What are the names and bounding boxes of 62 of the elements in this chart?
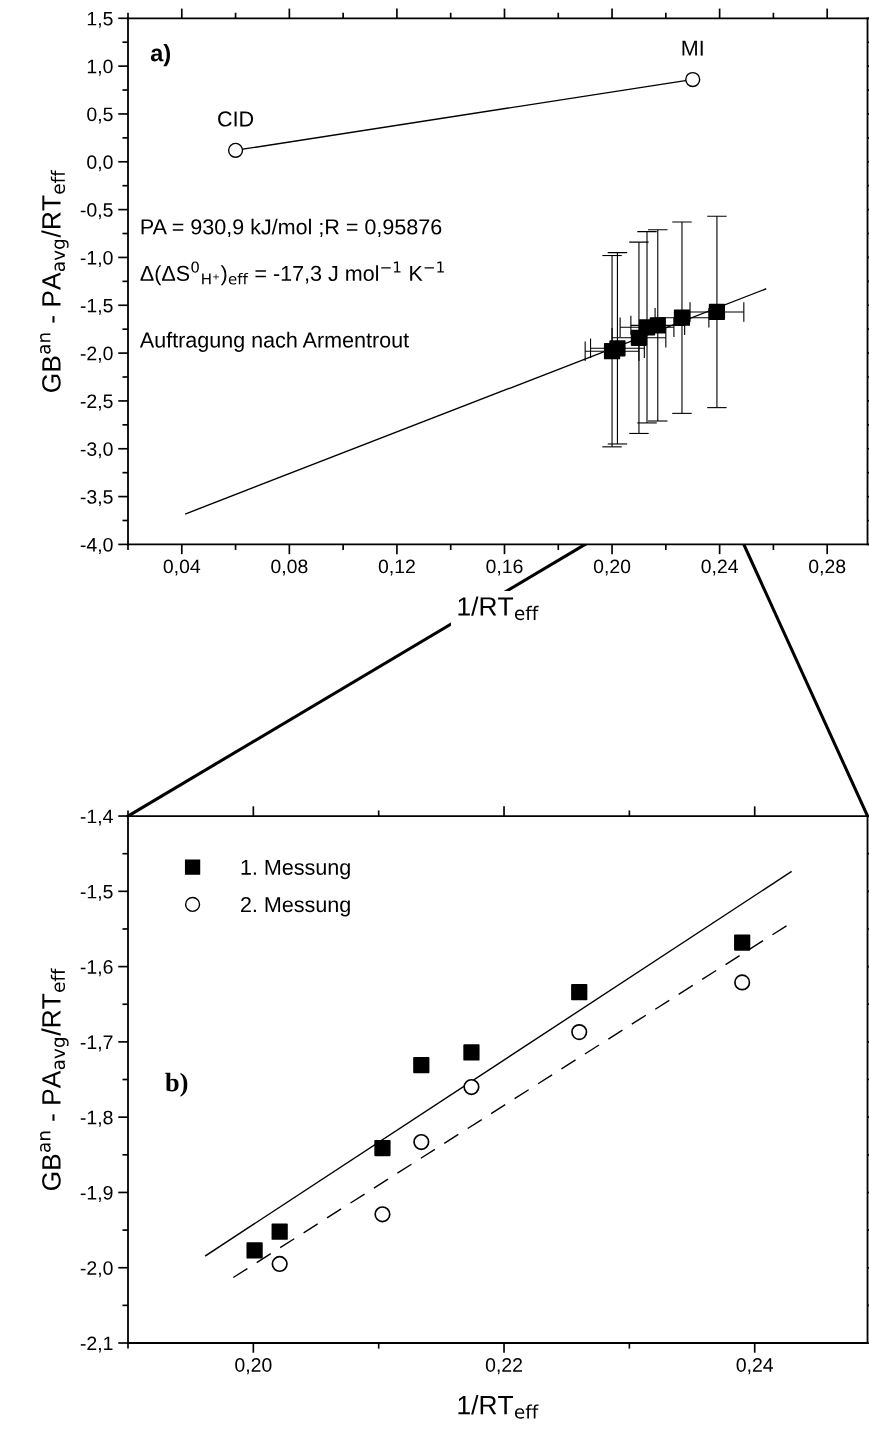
- x-tick-label: 0,04: [163, 559, 201, 576]
- x-tick-label: 0,12: [378, 559, 415, 576]
- x-tick-label: 0,20: [593, 559, 631, 576]
- point: [649, 317, 666, 334]
- x-axis-title: 1/RT$_{eff}$: [458, 1395, 539, 1419]
- y-tick-label: -1,4: [80, 809, 113, 826]
- point: [609, 340, 626, 357]
- y-tick-label: -1,9: [80, 1185, 113, 1202]
- annotation: a): [150, 44, 171, 67]
- y-tick-label: -1,5: [80, 884, 113, 901]
- point: [708, 303, 726, 321]
- annotation: MI: [682, 40, 703, 56]
- point: [463, 1044, 480, 1061]
- y-tick-label: -3,0: [80, 442, 113, 459]
- y-tick-label: -2,0: [80, 1261, 113, 1278]
- x-tick-label: 0,24: [736, 1358, 774, 1375]
- x-tick-label: 0,20: [235, 1358, 272, 1375]
- x-tick-label: 0,22: [485, 1358, 522, 1375]
- point: [271, 1223, 288, 1240]
- point: [374, 1139, 391, 1157]
- text: Δ(ΔS$^{0}$$_{H⁺}$)$_{eff}$ = -17,3 J mol$^{−1}$ K$^{−1}$: [140, 261, 444, 286]
- annotation: Auftragung nach Armentrout: [139, 331, 409, 352]
- y-tick-label: -2,5: [80, 394, 113, 411]
- point: [413, 1057, 430, 1074]
- y-tick-label: -1,8: [80, 1110, 113, 1127]
- y-tick-label: 0,5: [87, 107, 113, 124]
- point: [374, 1206, 391, 1223]
- legend-label: 2. Messung: [241, 896, 350, 917]
- point: [571, 984, 588, 1001]
- x-tick-label: 0,16: [486, 559, 523, 576]
- y-tick-label: -1,6: [80, 960, 113, 977]
- y-tick-label: -1,5: [80, 298, 113, 315]
- point: [571, 1023, 588, 1041]
- x-tick-label: 0,24: [701, 559, 738, 576]
- point: [246, 1242, 263, 1259]
- y-tick-label: -1,0: [80, 250, 113, 267]
- annotation: b): [165, 1072, 188, 1097]
- point: [463, 1078, 480, 1096]
- point: [227, 142, 244, 158]
- x-tick-label: 0,28: [809, 559, 846, 576]
- y-tick-label: 1,0: [87, 59, 113, 76]
- y-axis-title: GB$^{an}$ - PA$_{avg}$/RT$_{eff}$: [40, 968, 69, 1191]
- point: [413, 1133, 430, 1151]
- x-axis-title: 1/RT$_{eff}$: [458, 596, 539, 621]
- point: [734, 934, 751, 951]
- y-tick-label: 0,0: [87, 155, 113, 172]
- y-tick-label: -1,7: [80, 1035, 113, 1052]
- y-tick-label: -0,5: [80, 203, 113, 220]
- point: [271, 1255, 288, 1273]
- x-tick-label: 0,08: [271, 559, 308, 576]
- y-axis-title: GB$^{an}$ - PA$_{avg}$/RT$_{eff}$: [40, 170, 69, 392]
- annotation: CID: [218, 111, 254, 127]
- y-tick-label: -2,1: [80, 1336, 113, 1353]
- point: [685, 71, 701, 88]
- y-tick-label: -2,0: [80, 346, 113, 363]
- y-tick-label: 1,5: [87, 11, 113, 28]
- legend-label: 1. Messung: [241, 859, 350, 880]
- y-tick-label: -4,0: [80, 537, 113, 554]
- y-tick-label: -3,5: [80, 490, 113, 507]
- annotation: PA = 930,9 kJ/mol ;R = 0,95876: [141, 218, 442, 238]
- point: [673, 309, 691, 326]
- point: [734, 974, 751, 991]
